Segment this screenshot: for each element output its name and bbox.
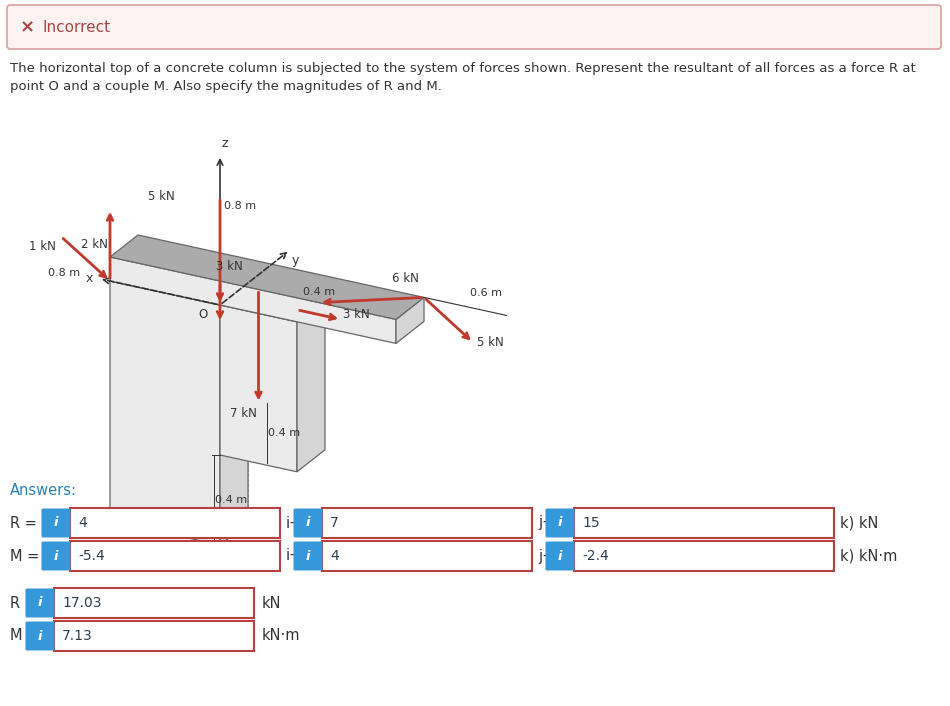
Bar bbox=[54, 588, 254, 618]
Text: point O and a couple M. Also specify the magnitudes of R and M.: point O and a couple M. Also specify the… bbox=[10, 80, 442, 93]
Text: 0.4 m: 0.4 m bbox=[303, 287, 335, 297]
Polygon shape bbox=[220, 305, 297, 472]
Text: i: i bbox=[54, 549, 58, 563]
Polygon shape bbox=[110, 259, 248, 305]
FancyBboxPatch shape bbox=[294, 542, 322, 570]
Text: i: i bbox=[38, 597, 42, 609]
Text: i: i bbox=[306, 517, 311, 530]
Text: i: i bbox=[306, 549, 311, 563]
Polygon shape bbox=[396, 297, 424, 343]
Polygon shape bbox=[110, 257, 396, 343]
FancyBboxPatch shape bbox=[42, 542, 70, 570]
Text: 15: 15 bbox=[582, 516, 599, 530]
Text: 4: 4 bbox=[330, 549, 339, 563]
Text: i: i bbox=[54, 517, 58, 530]
Text: y: y bbox=[292, 254, 299, 267]
Text: M =: M = bbox=[10, 628, 39, 643]
Text: 1 kN: 1 kN bbox=[29, 239, 56, 253]
Text: M = (: M = ( bbox=[10, 549, 49, 563]
Bar bbox=[574, 508, 834, 538]
Text: 2 kN: 2 kN bbox=[81, 239, 108, 251]
Bar bbox=[322, 541, 532, 571]
Text: j+: j+ bbox=[538, 515, 554, 530]
Text: 0.8 m: 0.8 m bbox=[224, 201, 256, 211]
Text: 17.03: 17.03 bbox=[62, 596, 102, 610]
Text: x: x bbox=[86, 272, 93, 285]
Text: kN·m: kN·m bbox=[262, 628, 300, 643]
Text: z: z bbox=[222, 137, 229, 150]
FancyBboxPatch shape bbox=[294, 508, 322, 537]
Text: 7.13: 7.13 bbox=[62, 629, 93, 643]
Text: Answers:: Answers: bbox=[10, 483, 77, 498]
Polygon shape bbox=[220, 283, 325, 322]
FancyBboxPatch shape bbox=[545, 508, 575, 537]
Text: R =: R = bbox=[10, 595, 37, 611]
FancyBboxPatch shape bbox=[26, 589, 54, 618]
Text: kN: kN bbox=[262, 595, 281, 611]
Text: 7: 7 bbox=[330, 516, 339, 530]
Text: The horizontal top of a concrete column is subjected to the system of forces sho: The horizontal top of a concrete column … bbox=[10, 62, 916, 75]
Bar bbox=[574, 541, 834, 571]
Text: 7 kN: 7 kN bbox=[230, 407, 256, 420]
Polygon shape bbox=[110, 281, 220, 545]
Text: -5.4: -5.4 bbox=[78, 549, 104, 563]
Text: i: i bbox=[558, 549, 562, 563]
Text: k) kN·m: k) kN·m bbox=[840, 549, 898, 563]
Text: ×: × bbox=[19, 18, 34, 36]
Text: O: O bbox=[199, 308, 208, 321]
Polygon shape bbox=[297, 300, 325, 472]
Polygon shape bbox=[110, 235, 424, 319]
Text: 3 kN: 3 kN bbox=[343, 309, 370, 321]
FancyBboxPatch shape bbox=[545, 542, 575, 570]
Bar bbox=[70, 541, 280, 571]
Text: 4: 4 bbox=[78, 516, 86, 530]
Text: R = (: R = ( bbox=[10, 515, 48, 530]
Text: 0.8 m: 0.8 m bbox=[48, 268, 80, 278]
Text: 6 kN: 6 kN bbox=[392, 273, 419, 285]
Text: k) kN: k) kN bbox=[840, 515, 879, 530]
Bar bbox=[70, 508, 280, 538]
Text: -2.4: -2.4 bbox=[582, 549, 609, 563]
Text: i+: i+ bbox=[286, 515, 302, 530]
Text: Incorrect: Incorrect bbox=[42, 20, 110, 35]
FancyBboxPatch shape bbox=[7, 5, 941, 49]
Bar bbox=[54, 621, 254, 651]
Text: 0.6 m: 0.6 m bbox=[470, 288, 503, 299]
Text: 5 kN: 5 kN bbox=[148, 191, 175, 203]
Text: i: i bbox=[38, 630, 42, 642]
Text: 0.4 m: 0.4 m bbox=[215, 495, 247, 505]
Polygon shape bbox=[220, 283, 248, 545]
Text: 5 kN: 5 kN bbox=[477, 336, 504, 349]
Text: 3 kN: 3 kN bbox=[216, 260, 243, 273]
FancyBboxPatch shape bbox=[26, 621, 54, 650]
FancyBboxPatch shape bbox=[42, 508, 70, 537]
Text: 0.4 m: 0.4 m bbox=[269, 429, 300, 438]
Text: i+: i+ bbox=[286, 549, 302, 563]
Bar bbox=[322, 508, 532, 538]
Text: j+: j+ bbox=[538, 549, 554, 563]
Text: i: i bbox=[558, 517, 562, 530]
